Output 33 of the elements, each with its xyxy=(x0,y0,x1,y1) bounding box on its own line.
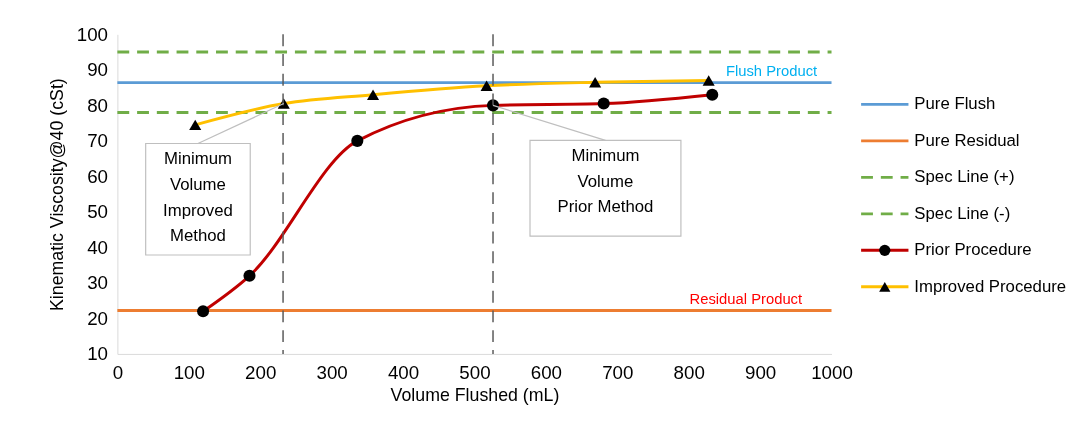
x-tick-label: 100 xyxy=(173,362,205,384)
legend-label: Improved Procedure xyxy=(914,276,1067,296)
annotation: Residual Product xyxy=(689,290,803,307)
y-tick-label: 50 xyxy=(87,201,109,223)
annotation: Minimum Volume Improved Method xyxy=(163,149,233,246)
y-tick-label: 30 xyxy=(87,272,109,294)
x-tick-label: 400 xyxy=(387,362,420,384)
legend-label: Spec Line (+) xyxy=(914,167,1015,187)
x-tick-label: 500 xyxy=(459,362,491,384)
legend-label: Pure Flush xyxy=(914,94,996,114)
x-tick-label: 1000 xyxy=(811,362,853,384)
y-axis-title: Kinematic Viscosity@40 (cSt) xyxy=(46,78,67,311)
y-tick-label: 100 xyxy=(76,23,109,45)
annotation: Minimum Volume Prior Method xyxy=(557,146,654,217)
y-tick-label: 40 xyxy=(87,236,109,258)
y-tick-label: 80 xyxy=(87,94,109,116)
y-tick-label: 60 xyxy=(87,165,109,187)
annotation: Flush Product xyxy=(725,62,818,79)
y-tick-label: 20 xyxy=(87,307,109,329)
x-tick-label: 700 xyxy=(602,362,634,384)
legend-label: Prior Procedure xyxy=(914,240,1032,260)
y-tick-label: 10 xyxy=(87,343,109,365)
y-tick-label: 70 xyxy=(87,130,109,152)
x-tick-label: 600 xyxy=(530,362,562,384)
x-axis-title: Volume Flushed (mL) xyxy=(390,384,560,405)
x-tick-label: 900 xyxy=(744,362,777,384)
y-tick-label: 90 xyxy=(87,59,109,81)
x-tick-label: 300 xyxy=(316,362,348,384)
x-tick-label: 200 xyxy=(245,362,277,384)
legend-label: Pure Residual xyxy=(914,130,1020,150)
x-tick-label: 800 xyxy=(673,362,705,384)
legend-label: Spec Line (-) xyxy=(914,203,1011,223)
x-tick-label: 0 xyxy=(112,362,124,384)
